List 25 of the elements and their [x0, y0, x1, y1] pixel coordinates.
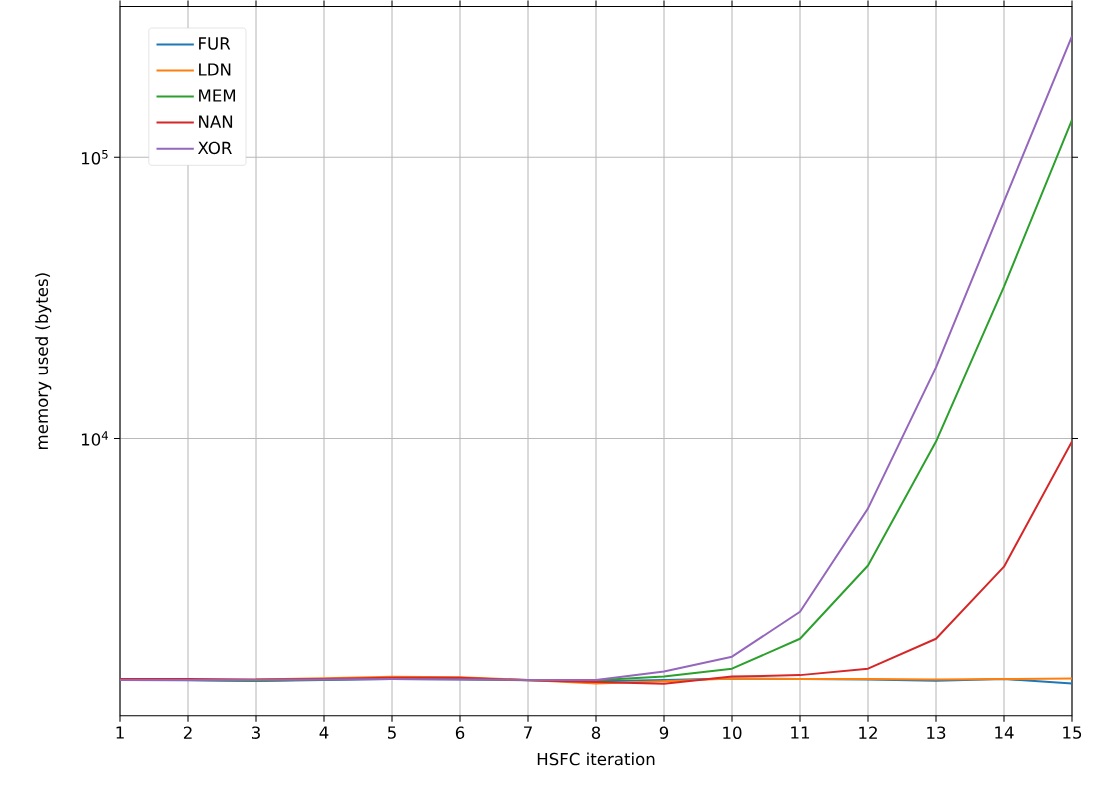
x-axis-title: HSFC iteration — [537, 752, 655, 766]
x-tick-label: 7 — [524, 726, 532, 739]
x-tick-label: 2 — [183, 726, 192, 739]
legend-label: NAN — [199, 115, 233, 128]
x-tick-label: 15 — [1063, 726, 1082, 739]
x-tick-label: 13 — [927, 726, 946, 740]
x-tick-label: 9 — [659, 726, 669, 740]
x-tick-label: 4 — [319, 726, 329, 739]
x-tick-label: 11 — [791, 726, 810, 739]
x-tick-label: 1 — [116, 726, 124, 739]
y-axis-title: memory used (bytes) — [35, 273, 52, 450]
y-tick-label: 10$^{5}$ — [81, 150, 108, 165]
y-tick-label: 10$^{4}$ — [81, 431, 109, 446]
x-tick-label: 5 — [387, 726, 396, 739]
legend-label: LDN — [199, 63, 231, 76]
legend-label: FUR — [199, 37, 231, 50]
x-tick-label: 6 — [455, 726, 465, 740]
x-tick-label: 14 — [995, 726, 1014, 739]
x-tick-label: 8 — [591, 726, 601, 740]
x-tick-label: 12 — [859, 726, 877, 739]
legend-label: MEM — [199, 89, 236, 102]
x-tick-label: 10 — [723, 726, 742, 740]
legend-label: XOR — [197, 141, 232, 155]
line-series — [120, 440, 1072, 685]
x-tick-label: 3 — [252, 726, 260, 740]
